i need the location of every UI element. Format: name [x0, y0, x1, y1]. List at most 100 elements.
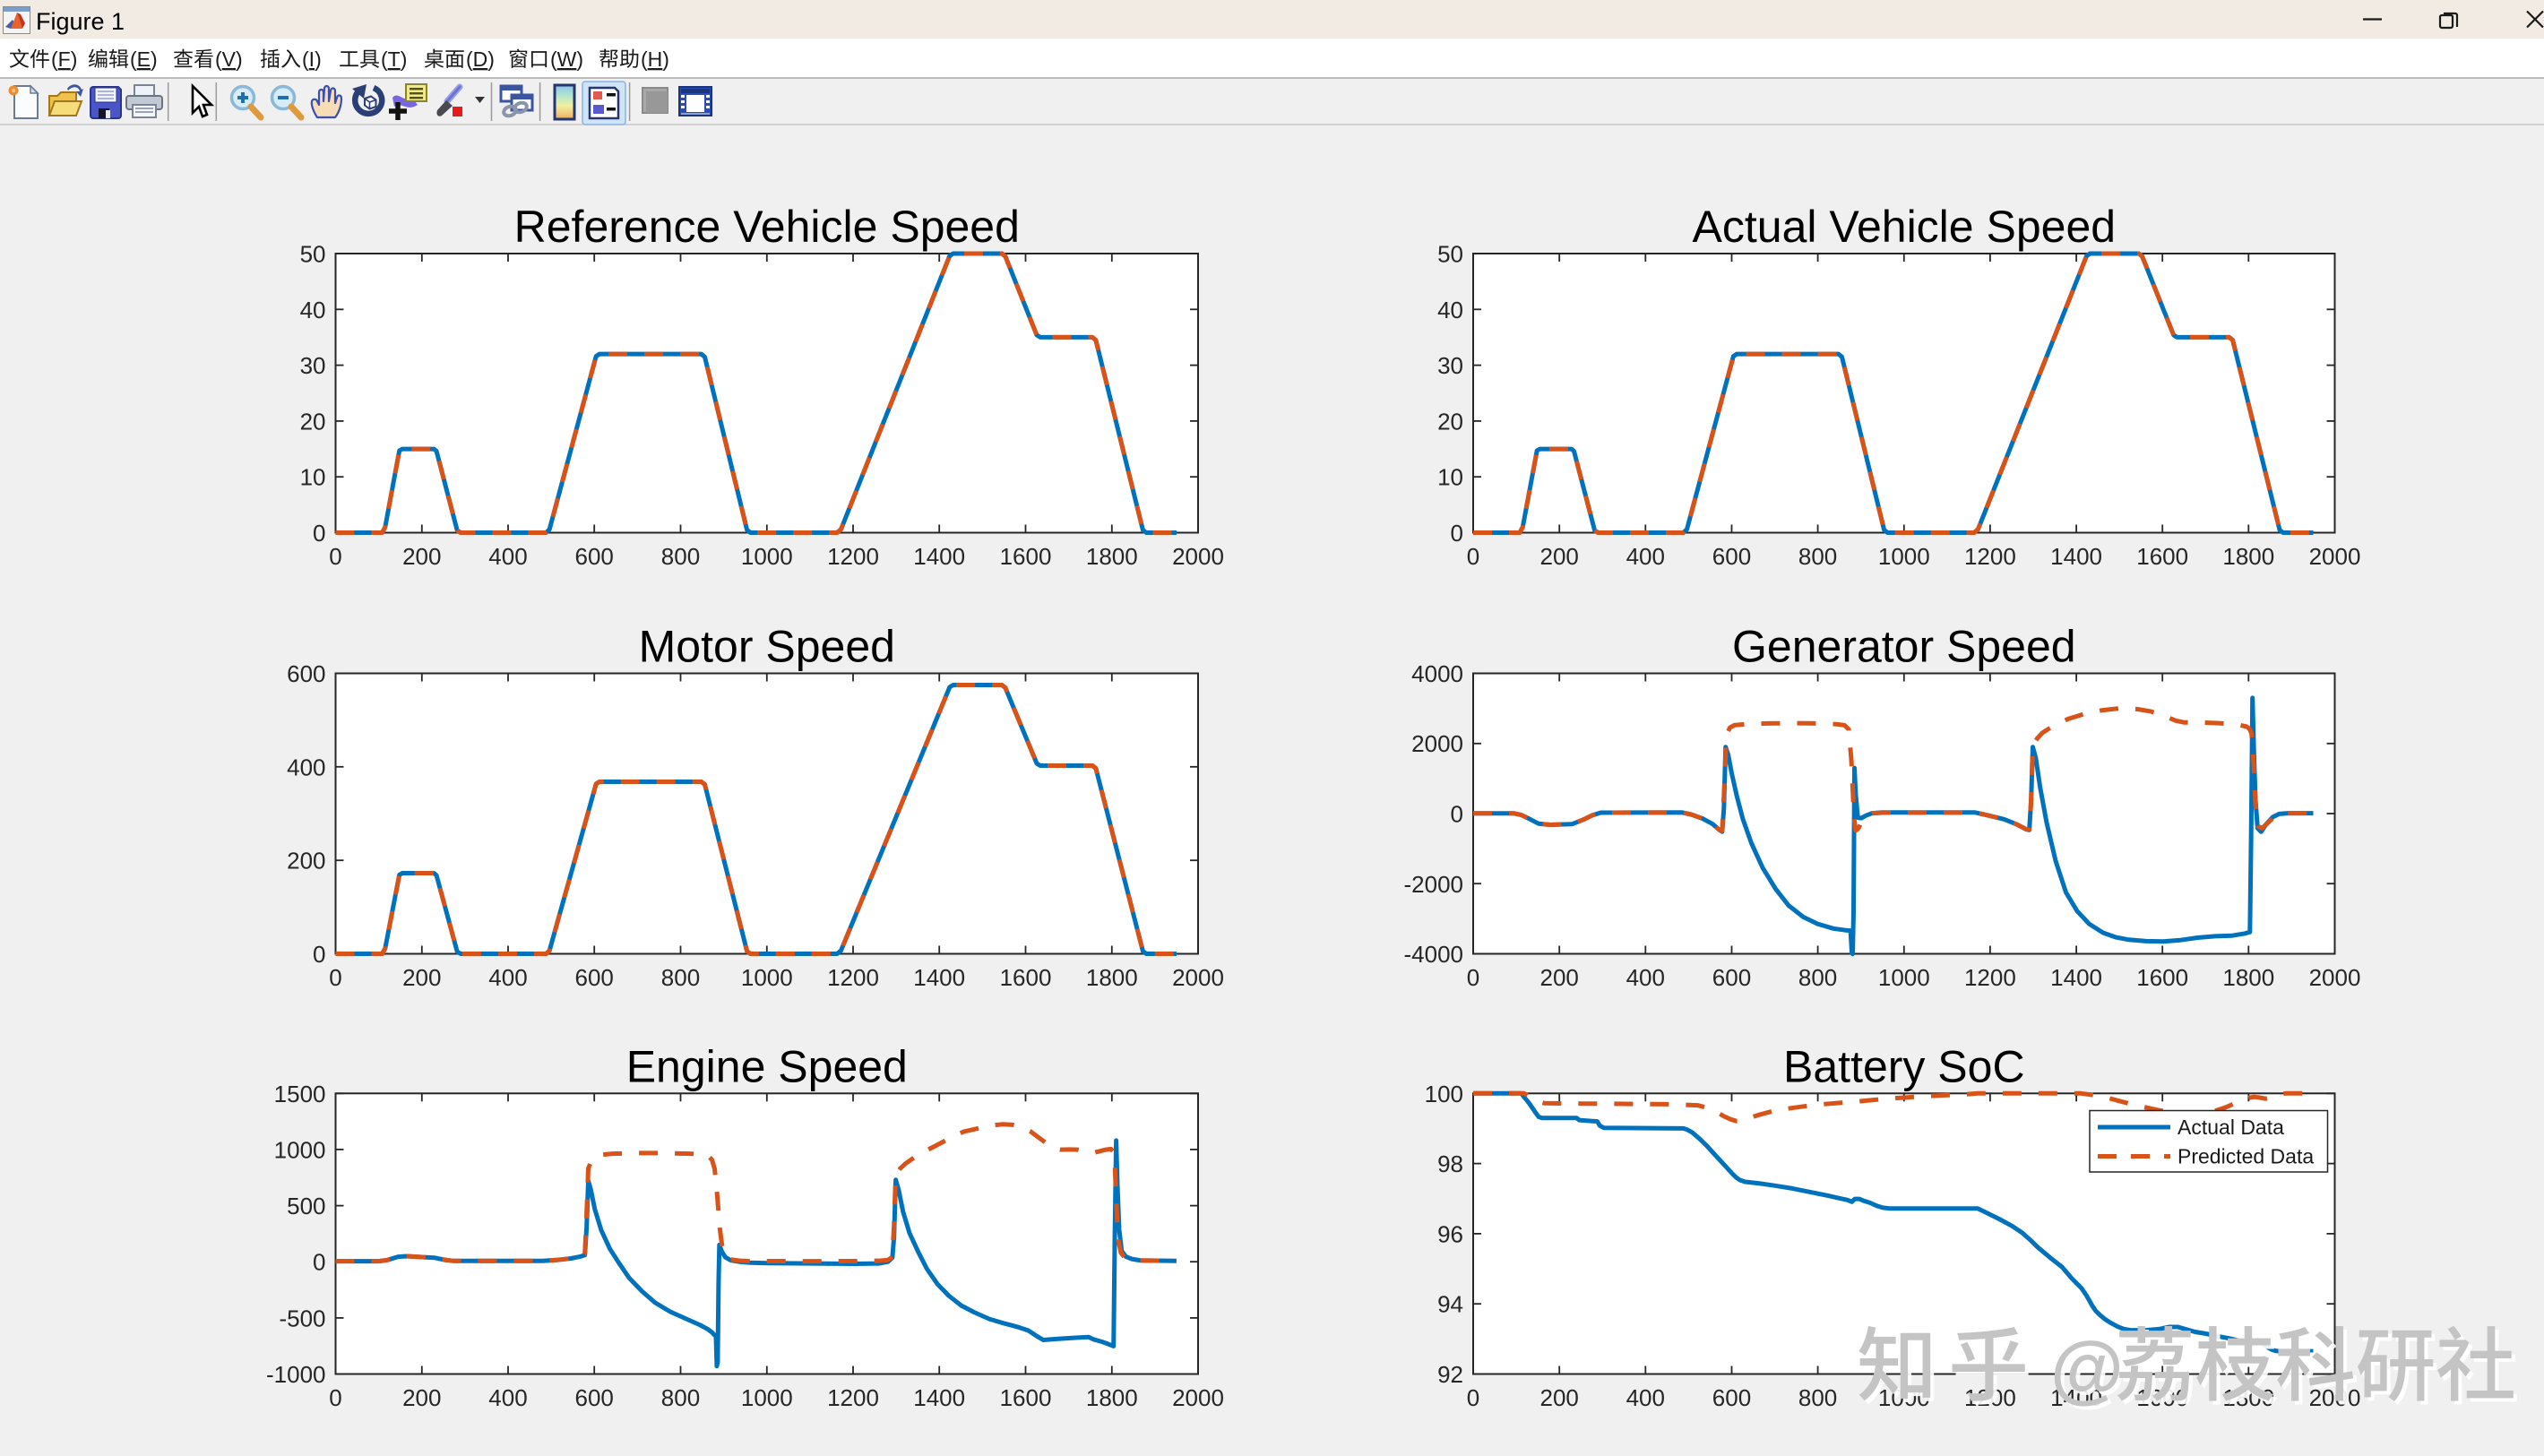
svg-text:1400: 1400	[913, 964, 965, 991]
svg-text:1500: 1500	[274, 1081, 326, 1107]
svg-text:2000: 2000	[2309, 964, 2361, 991]
svg-text:800: 800	[661, 1384, 700, 1411]
svg-text:0: 0	[313, 1249, 325, 1276]
svg-text:(F): (F)	[51, 47, 77, 71]
svg-text:1800: 1800	[1086, 1384, 1138, 1411]
svg-text:-2000: -2000	[1404, 871, 1464, 898]
svg-text:@: @	[2050, 1326, 2124, 1410]
svg-text:0: 0	[313, 520, 325, 547]
svg-text:2000: 2000	[2309, 543, 2361, 570]
svg-text:0: 0	[1451, 801, 1463, 828]
svg-text:1200: 1200	[827, 543, 879, 570]
svg-text:400: 400	[488, 543, 527, 570]
svg-text:600: 600	[575, 964, 614, 991]
svg-text:400: 400	[1626, 543, 1665, 570]
svg-text:200: 200	[402, 1384, 441, 1411]
svg-text:Engine Speed: Engine Speed	[626, 1041, 908, 1091]
svg-text:200: 200	[1540, 1384, 1579, 1411]
svg-text:800: 800	[1798, 543, 1837, 570]
svg-text:(W): (W)	[550, 47, 583, 71]
svg-text:1400: 1400	[913, 543, 965, 570]
svg-text:(I): (I)	[302, 47, 322, 71]
svg-text:0: 0	[1467, 964, 1479, 991]
svg-text:40: 40	[300, 297, 326, 323]
svg-text:(T): (T)	[381, 47, 407, 71]
svg-text:1400: 1400	[2050, 1384, 2102, 1411]
svg-text:2000: 2000	[1172, 543, 1224, 570]
svg-text:200: 200	[1540, 964, 1579, 991]
svg-text:Generator Speed: Generator Speed	[1732, 622, 2076, 672]
svg-text:200: 200	[402, 964, 441, 991]
svg-text:0: 0	[313, 941, 325, 968]
svg-text:Actual Vehicle Speed: Actual Vehicle Speed	[1693, 202, 2117, 252]
svg-text:800: 800	[1798, 1384, 1837, 1411]
svg-text:200: 200	[1540, 543, 1579, 570]
svg-text:800: 800	[661, 543, 700, 570]
svg-text:1600: 1600	[1000, 543, 1052, 570]
svg-text:30: 30	[1437, 352, 1463, 379]
svg-text:40: 40	[1437, 297, 1463, 323]
svg-text:400: 400	[488, 1384, 527, 1411]
svg-text:500: 500	[287, 1193, 325, 1219]
svg-text:800: 800	[661, 964, 700, 991]
svg-text:@: @	[2054, 1330, 2127, 1414]
svg-text:2000: 2000	[1411, 730, 1463, 757]
svg-text:600: 600	[575, 1384, 614, 1411]
svg-text:20: 20	[300, 408, 326, 435]
svg-text:200: 200	[287, 848, 325, 874]
svg-text:1000: 1000	[741, 1384, 793, 1411]
svg-text:(D): (D)	[466, 47, 495, 71]
svg-text:Predicted Data: Predicted Data	[2177, 1145, 2314, 1168]
svg-text:4000: 4000	[1411, 660, 1463, 687]
svg-text:-500: -500	[279, 1305, 325, 1331]
svg-text:Figure 1: Figure 1	[36, 8, 125, 35]
svg-text:1800: 1800	[1086, 543, 1138, 570]
svg-text:20: 20	[1437, 408, 1463, 435]
svg-text:2000: 2000	[1172, 964, 1224, 991]
svg-text:2000: 2000	[1172, 1384, 1224, 1411]
svg-text:50: 50	[300, 241, 326, 268]
svg-text:1000: 1000	[274, 1136, 326, 1163]
svg-text:200: 200	[402, 543, 441, 570]
svg-text:1600: 1600	[2136, 543, 2188, 570]
svg-text:400: 400	[1626, 964, 1665, 991]
svg-text:0: 0	[329, 1384, 341, 1411]
svg-text:0: 0	[329, 543, 341, 570]
svg-text:1200: 1200	[827, 964, 879, 991]
svg-text:800: 800	[1798, 964, 1837, 991]
svg-text:1000: 1000	[741, 964, 793, 991]
svg-text:1600: 1600	[1000, 1384, 1052, 1411]
svg-text:1800: 1800	[2222, 543, 2274, 570]
svg-text:1400: 1400	[2050, 964, 2102, 991]
svg-text:92: 92	[1437, 1361, 1463, 1388]
svg-text:100: 100	[1425, 1081, 1463, 1107]
svg-text:98: 98	[1437, 1150, 1463, 1177]
svg-text:1200: 1200	[827, 1384, 879, 1411]
svg-text:30: 30	[300, 352, 326, 379]
svg-text:96: 96	[1437, 1220, 1463, 1247]
svg-text:2000: 2000	[2309, 1384, 2361, 1411]
svg-text:94: 94	[1437, 1291, 1463, 1318]
svg-text:1800: 1800	[2222, 964, 2274, 991]
svg-text:1000: 1000	[1878, 964, 1930, 991]
svg-text:10: 10	[1437, 464, 1463, 491]
svg-text:400: 400	[287, 754, 325, 780]
svg-text:(E): (E)	[130, 47, 158, 71]
svg-text:0: 0	[1467, 1384, 1479, 1411]
svg-text:Battery SoC: Battery SoC	[1783, 1041, 2025, 1091]
svg-text:1600: 1600	[1000, 964, 1052, 991]
svg-text:600: 600	[287, 660, 325, 687]
svg-text:1200: 1200	[1964, 543, 2016, 570]
svg-text:1000: 1000	[741, 543, 793, 570]
svg-text:Actual Data: Actual Data	[2177, 1116, 2284, 1139]
svg-text:400: 400	[1626, 1384, 1665, 1411]
svg-text:(H): (H)	[641, 47, 669, 71]
svg-text:1200: 1200	[1964, 964, 2016, 991]
svg-text:Reference Vehicle Speed: Reference Vehicle Speed	[514, 202, 1020, 252]
svg-text:0: 0	[1451, 520, 1463, 547]
svg-text:600: 600	[1712, 1384, 1751, 1411]
svg-text:50: 50	[1437, 241, 1463, 268]
svg-text:1000: 1000	[1878, 543, 1930, 570]
svg-text:(V): (V)	[215, 47, 243, 71]
svg-text:600: 600	[575, 543, 614, 570]
